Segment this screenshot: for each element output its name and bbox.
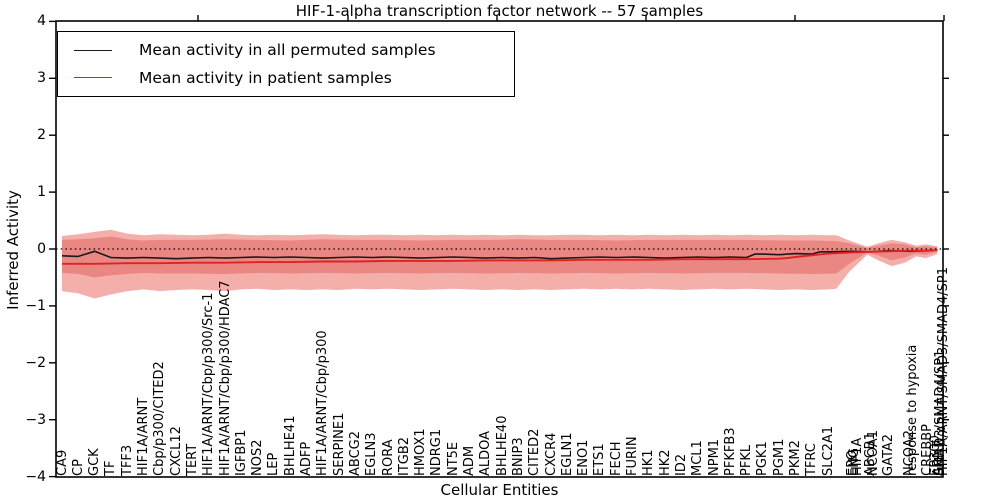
x-tick-label: TFRC [804,443,820,476]
x-tick-label: SERPINE1 [331,412,347,476]
x-tick-label: RORA [380,439,396,476]
x-tick-label: TERT [184,443,200,476]
x-tick-label: HIF1A/ARNT/Cbp/p300/HDAC7 [217,280,233,476]
x-tick-label: MCL1 [690,440,706,476]
legend-entry-permuted: Mean activity in all permuted samples [58,41,514,59]
x-tick-label: CA9 [54,449,70,476]
patient-mean-line [62,249,938,265]
y-tick-label: −3 [25,411,46,428]
x-tick-label: PFKFB3 [722,427,738,476]
x-tick-label: ID2 [673,453,689,476]
legend-label: Mean activity in all permuted samples [139,41,436,60]
x-tick-label: NDRG1 [429,428,445,476]
x-tick-label: TF [103,460,119,476]
x-tick-label: NT5E [445,441,461,476]
x-tick-label: FECH [608,441,624,476]
x-tick-label: ENO1 [576,439,592,476]
x-tick-label: ADFP [299,441,314,476]
x-tick-label: BHLHE40 [494,415,510,476]
x-tick-label: BHLHE41 [282,415,298,476]
x-tick-label: HIF1A/ARNT/Cbp/p300 [315,330,331,476]
x-tick-label: HMOX1 [413,428,429,476]
x-tick-label: CXCL12 [168,426,184,476]
x-tick-label: HIF1A/ARNT/SMAD3/SMAD4/SP1 [935,266,951,476]
x-tick-label: GCK [87,448,103,476]
x-tick-label: ITGB2 [396,436,412,476]
x-tick-label: ABCG2 [347,430,363,476]
legend-entry-patient: Mean activity in patient samples [58,69,514,87]
x-tick-label: EGLN3 [364,432,380,476]
chart-title: HIF-1-alpha transcription factor network… [295,2,704,20]
y-tick-label: 3 [37,70,46,87]
x-tick-label: TFF3 [119,444,135,476]
x-tick-label: PGK1 [755,441,771,476]
x-tick-label: NCOA1 [865,430,881,476]
x-tick-label: PFKL [739,444,755,476]
x-tick-label: NPM1 [706,438,722,476]
x-tick-label: IGFBP1 [233,429,249,476]
x-tick-label: CITED2 [527,428,543,476]
x-tick-label: BNIP3 [510,437,526,476]
y-tick-label: −4 [25,468,46,485]
x-tick-label: SLC2A1 [820,425,836,476]
x-tick-label: PKM2 [788,440,803,476]
x-tick-label: GATA2 [880,433,896,476]
y-tick-label: 2 [37,127,46,144]
x-tick-label: HIF1A/ARNT [136,397,151,476]
x-tick-label: ALDOA [478,430,494,476]
y-tick-label: −2 [25,354,46,371]
x-tick-label: CXCR4 [543,432,559,476]
y-tick-label: −1 [25,297,46,314]
x-tick-label: EGLN1 [559,432,575,476]
x-tick-label: FURIN [625,436,640,476]
x-tick-label: response to hypoxia [904,344,920,476]
permuted-line-swatch-icon [74,49,112,51]
y-tick-label: 4 [37,13,46,30]
x-axis-label: Cellular Entities [440,481,559,499]
x-tick-label: ADM [462,445,477,476]
y-tick-label: 0 [37,241,46,257]
patient-line-swatch-icon [74,77,112,79]
x-tick-label: ETS1 [592,443,608,476]
x-tick-label: LEP [266,452,282,476]
x-tick-label: HIF1A/ARNT/Cbp/p300/Src-1 [201,292,217,476]
permuted-mean-line [61,249,938,260]
x-tick-label: PGM1 [771,438,787,476]
x-tick-label: HK1 [641,449,657,476]
x-tick-label: NOS2 [250,439,266,476]
legend-label: Mean activity in patient samples [139,68,392,87]
y-tick-label: 1 [37,184,46,201]
x-tick-label: HK2 [657,449,673,476]
x-tick-label: Cbp/p300/CITED2 [152,361,168,476]
x-tick-label: CP [70,459,86,476]
legend: Mean activity in all permuted samples Me… [57,31,515,97]
